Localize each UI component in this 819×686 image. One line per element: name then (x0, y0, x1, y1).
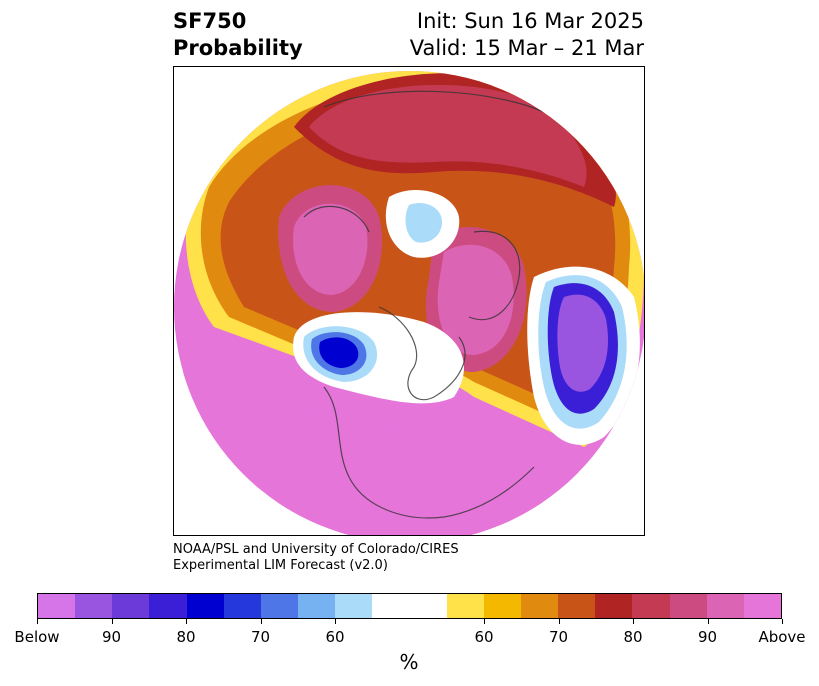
colorbar-segment (743, 594, 782, 618)
colorbar-segment (595, 594, 633, 618)
colorbar-segment (335, 594, 373, 618)
colorbar-tick-mark (37, 619, 38, 624)
credit-text: NOAA/PSL and University of Colorado/CIRE… (173, 542, 459, 574)
colorbar-segment (75, 594, 113, 618)
colorbar-tick-mark (186, 619, 187, 624)
colorbar-tick-label: 80 (623, 628, 643, 646)
colorbar-segment (149, 594, 187, 618)
colorbar-segment (446, 594, 484, 618)
colorbar-tick-mark (111, 619, 113, 624)
colorbar-tick-mark (484, 619, 485, 624)
colorbar-segment (186, 594, 224, 618)
colorbar-segment (38, 594, 76, 618)
colorbar-tick-mark (335, 619, 336, 624)
map-title: SF750 Probability (173, 8, 303, 62)
map-title-line1: SF750 (173, 9, 247, 33)
colorbar-segment (260, 594, 299, 618)
colorbar-segment (669, 594, 707, 618)
colorbar-tick-mark (633, 619, 634, 624)
colorbar-tick-label: 60 (474, 628, 494, 646)
colorbar-tick-label: 70 (548, 628, 569, 646)
colorbar-tick-mark (707, 619, 709, 624)
colorbar-tick-label: 90 (101, 628, 122, 646)
colorbar-tick-label: 90 (697, 628, 718, 646)
colorbar (37, 593, 782, 619)
init-date: Init: Sun 16 Mar 2025 (416, 9, 644, 33)
colorbar-tick-label: 70 (250, 628, 271, 646)
colorbar-segment (223, 594, 261, 618)
colorbar-segment (483, 594, 522, 618)
colorbar-segment (372, 594, 447, 618)
credit-line2: Experimental LIM Forecast (v2.0) (173, 558, 388, 573)
colorbar-tick-label: Above (758, 628, 806, 646)
colorbar-segment (112, 594, 150, 618)
colorbar-tick-mark (260, 619, 262, 624)
map-panel (173, 66, 645, 536)
credit-line1: NOAA/PSL and University of Colorado/CIRE… (173, 542, 459, 557)
colorbar-tick-label: Below (14, 628, 60, 646)
colorbar-segment (521, 594, 559, 618)
colorbar-segment (706, 594, 744, 618)
colorbar-segment (558, 594, 596, 618)
colorbar-segment (298, 594, 336, 618)
probability-map (174, 71, 644, 535)
colorbar-tick-mark (558, 619, 560, 624)
colorbar-segment (632, 594, 670, 618)
colorbar-unit: % (399, 650, 419, 674)
map-title-line2: Probability (173, 36, 303, 60)
colorbar-tick-mark (782, 619, 783, 624)
colorbar-tick-label: 80 (176, 628, 196, 646)
valid-range: Valid: 15 Mar – 21 Mar (409, 36, 644, 60)
map-dates: Init: Sun 16 Mar 2025 Valid: 15 Mar – 21… (410, 8, 644, 62)
colorbar-tick-label: 60 (325, 628, 345, 646)
